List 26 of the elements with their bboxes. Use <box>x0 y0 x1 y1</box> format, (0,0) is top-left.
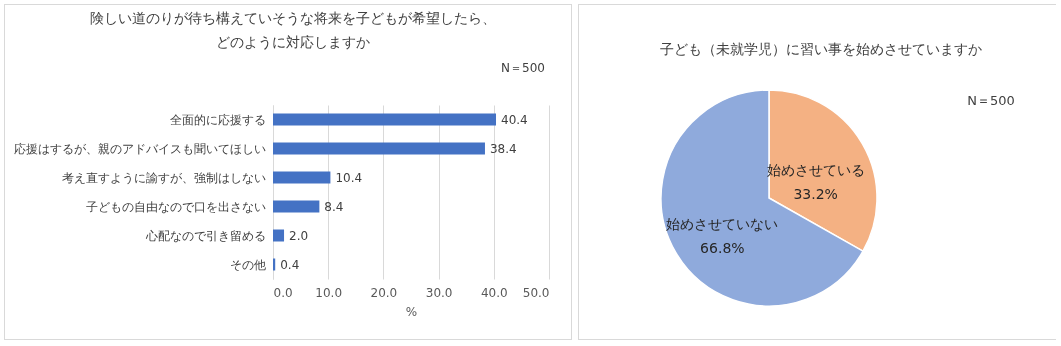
y-tick-label: 全面的に応援する <box>169 112 266 127</box>
slice-label: 始めさせていない <box>666 216 779 233</box>
x-tick-label: 0.0 <box>273 285 293 300</box>
data-label: 8.4 <box>324 199 344 214</box>
y-tick-label: その他 <box>229 257 266 272</box>
y-tick-label: 応援はするが、親のアドバイスも聞いてほしい <box>13 141 266 156</box>
data-label: 38.4 <box>489 141 517 156</box>
data-label: 2.0 <box>289 228 309 243</box>
x-tick-label: 10.0 <box>315 285 343 300</box>
x-tick-label: 20.0 <box>370 285 398 300</box>
x-tick-label: 50.0 <box>522 285 550 300</box>
chart-title: 険しい道のりが待ち構えていそうな将来を子どもが希望したら、どのように対応しますか <box>90 10 496 50</box>
y-tick-label: 考え直すように諭すが、強制はしない <box>61 170 266 185</box>
x-tick-label: 30.0 <box>425 285 453 300</box>
data-label: 10.4 <box>335 170 363 185</box>
y-tick-label: 子どもの自由なので口を出さない <box>85 199 266 214</box>
data-label: 0.4 <box>280 257 300 272</box>
x-axis-title: % <box>405 304 418 319</box>
text: N＝500 <box>501 61 545 75</box>
text: N＝500 <box>967 93 1015 108</box>
y-tick-label: 心配なので引き留める <box>144 228 266 243</box>
x-tick-label: 40.0 <box>480 285 508 300</box>
data-label: 66.8% <box>700 240 745 257</box>
data-label: 33.2% <box>793 185 838 202</box>
chart-title: 子ども（未就学児）に習い事を始めさせていますか <box>660 41 982 57</box>
data-label: 40.4 <box>501 112 528 127</box>
